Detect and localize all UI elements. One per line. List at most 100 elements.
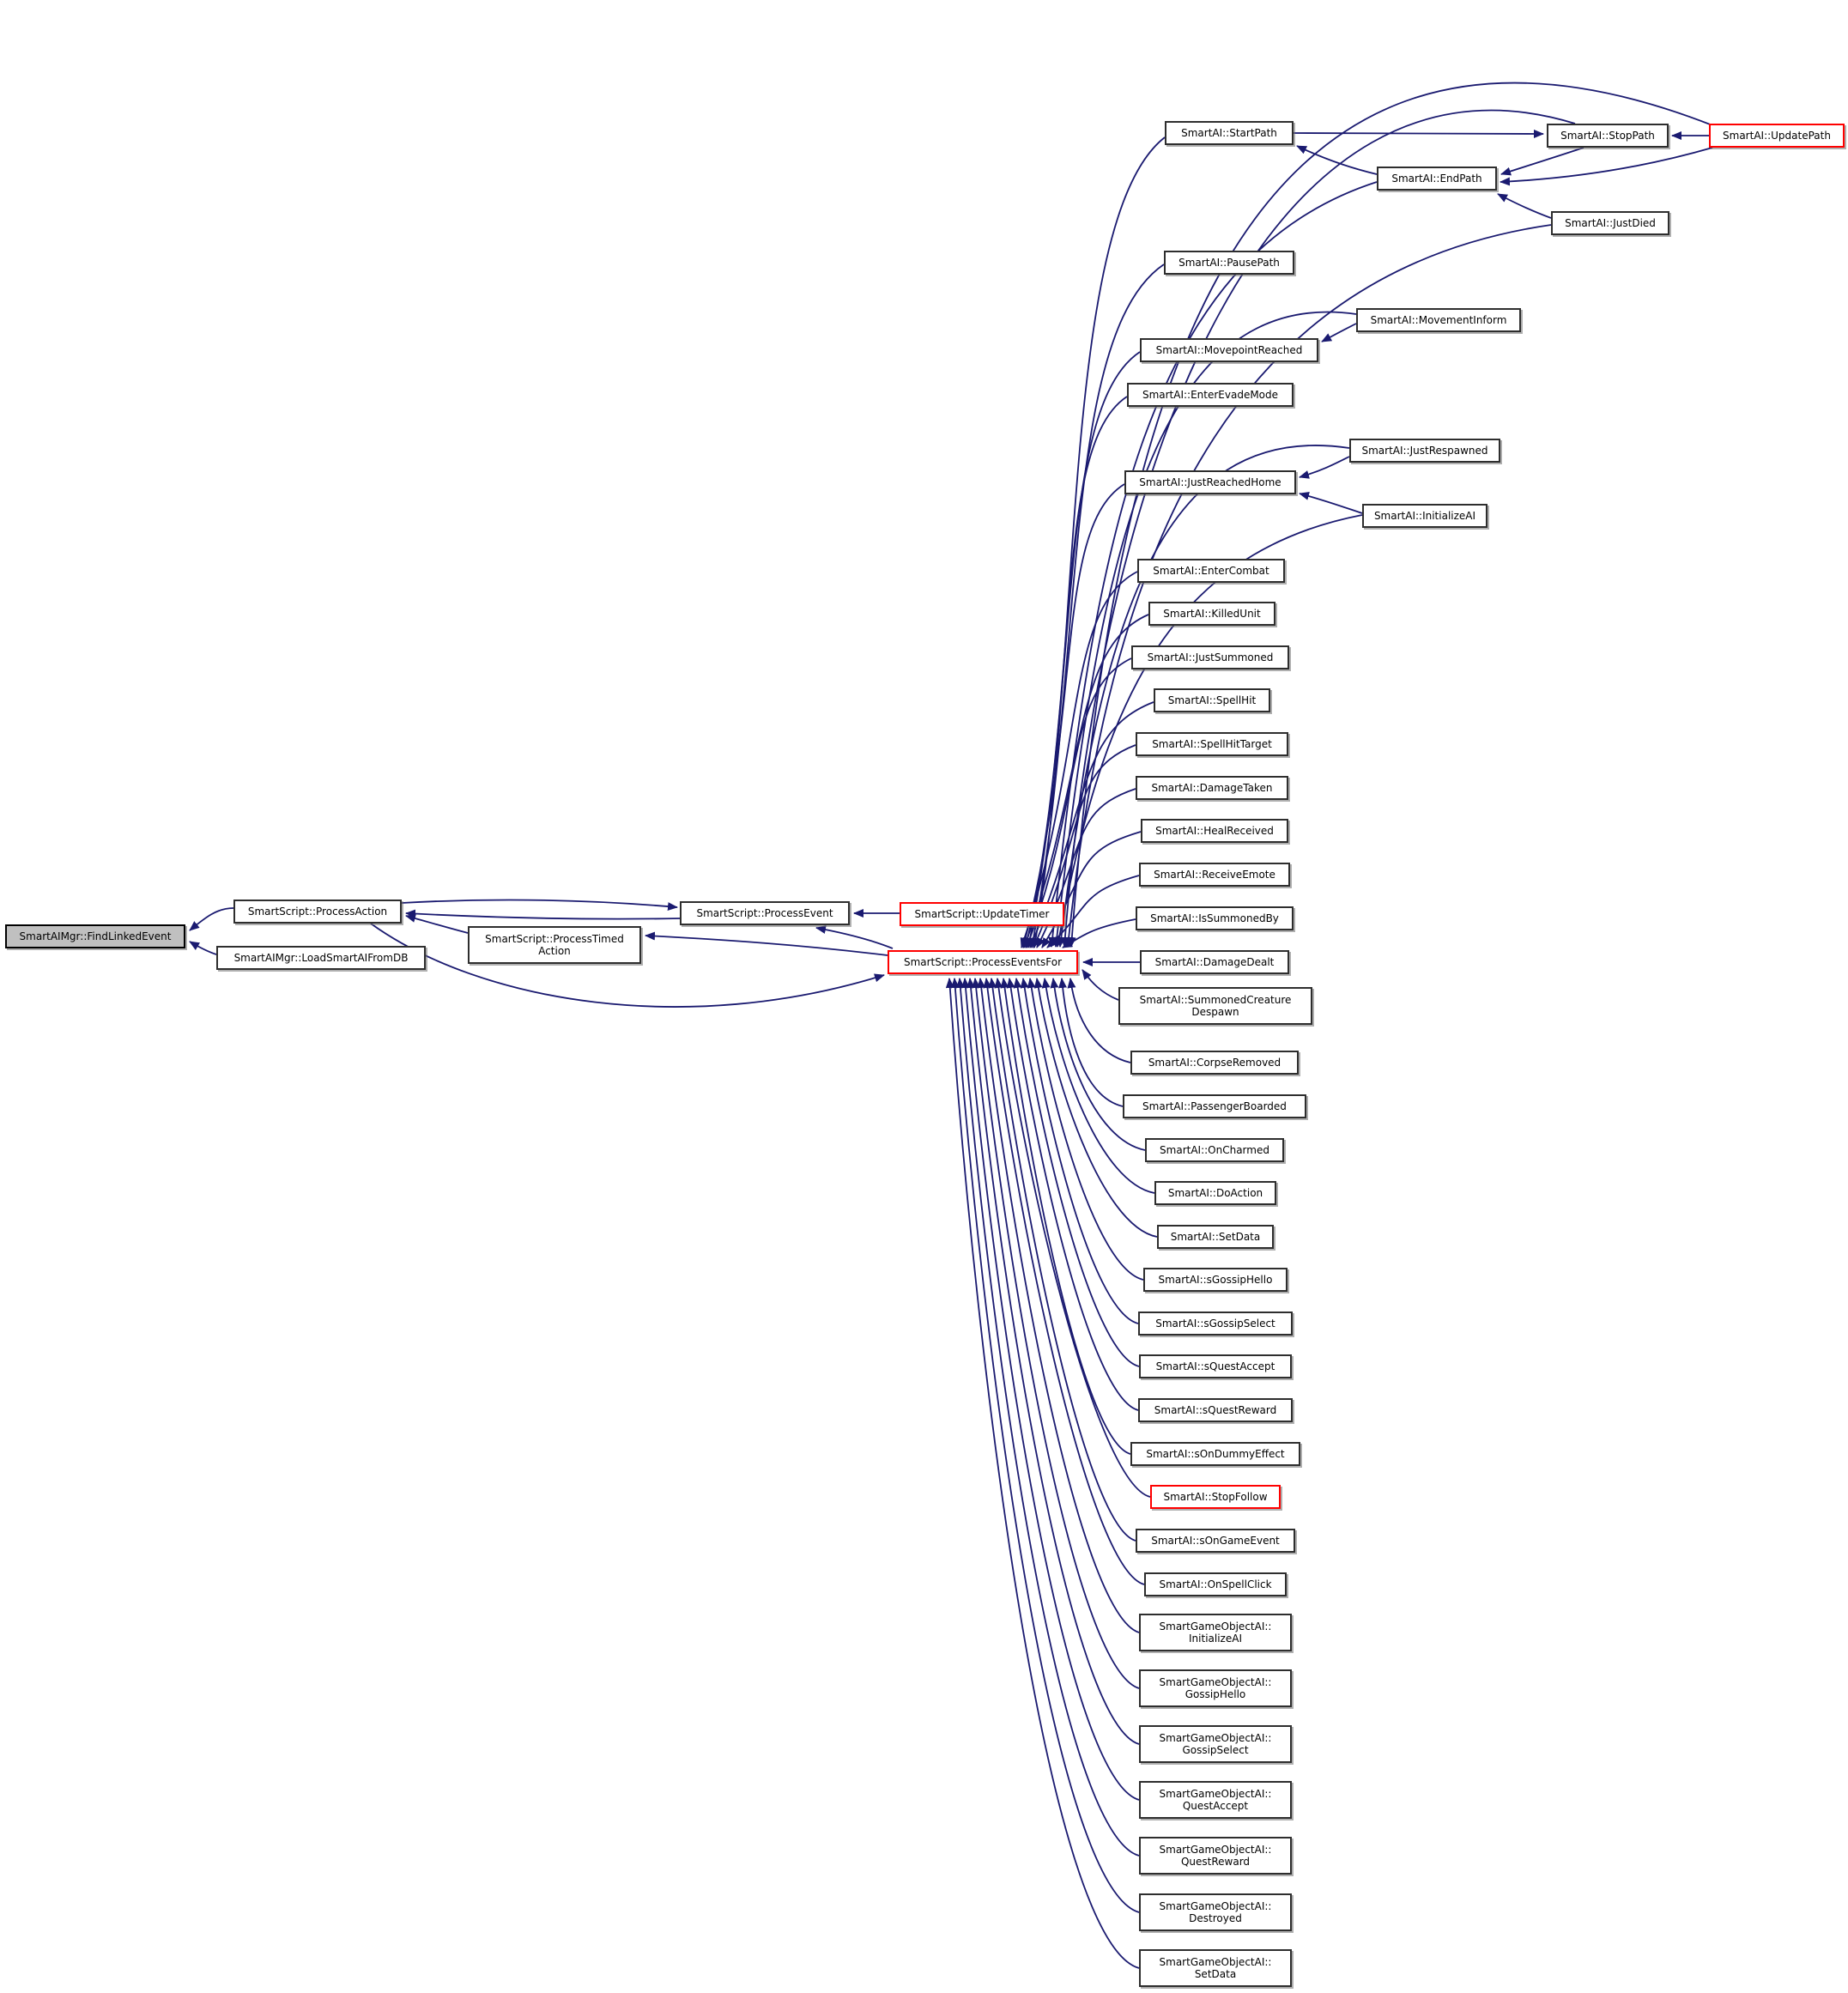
node-movementInform[interactable]: SmartAI::MovementInform [1356, 308, 1521, 332]
node-label: SmartGameObjectAI:: [1159, 1620, 1272, 1633]
node-summonedCreatureDespawn[interactable]: SmartAI::SummonedCreature Despawn [1118, 987, 1312, 1025]
node-label: QuestReward [1180, 1856, 1251, 1868]
node-stopFollow[interactable]: SmartAI::StopFollow [1150, 1485, 1281, 1509]
edge-stopFollow-to-processEventsFor [994, 978, 1151, 1498]
node-goQuestReward[interactable]: SmartGameObjectAI:: QuestReward [1139, 1837, 1292, 1875]
edge-enterCombat-to-processEventsFor [1020, 571, 1138, 948]
edge-updatePath-to-endPath [1500, 147, 1713, 186]
edge-justSummoned-to-processEventsFor [1026, 657, 1132, 948]
node-label: SmartAI::OnCharmed [1160, 1144, 1269, 1156]
node-label: SmartAI::MovepointReached [1155, 344, 1303, 356]
node-sGossipSelect[interactable]: SmartAI::sGossipSelect [1138, 1312, 1293, 1336]
node-damageDealt[interactable]: SmartAI::DamageDealt [1140, 950, 1289, 974]
node-receiveEmote[interactable]: SmartAI::ReceiveEmote [1139, 863, 1290, 887]
node-goGossipHello[interactable]: SmartGameObjectAI:: GossipHello [1139, 1669, 1292, 1707]
node-justSummoned[interactable]: SmartAI::JustSummoned [1131, 645, 1289, 669]
node-label: SmartGameObjectAI:: [1159, 1956, 1272, 1968]
node-label: SmartAI::sGossipSelect [1155, 1318, 1275, 1330]
node-damageTaken[interactable]: SmartAI::DamageTaken [1136, 776, 1288, 800]
node-startPath[interactable]: SmartAI::StartPath [1165, 121, 1294, 145]
node-label: SmartAI::CorpseRemoved [1148, 1057, 1281, 1069]
node-label: SmartAI::JustReachedHome [1139, 476, 1281, 488]
node-label: SmartAI::StopPath [1560, 130, 1655, 142]
node-goDestroyed[interactable]: SmartGameObjectAI:: Destroyed [1139, 1893, 1292, 1931]
node-label: SmartGameObjectAI:: [1159, 1676, 1272, 1688]
node-label: SmartAI::SpellHit [1167, 694, 1257, 706]
node-label: SetData [1194, 1968, 1237, 1980]
node-sGossipHello[interactable]: SmartAI::sGossipHello [1143, 1268, 1288, 1292]
edge-processAction-to-findLinkedEvent [189, 907, 234, 931]
node-findLinkedEvent[interactable]: SmartAIMgr::FindLinkedEvent [5, 924, 185, 948]
node-processEventsFor[interactable]: SmartScript::ProcessEventsFor [888, 950, 1078, 974]
node-label: SmartScript::UpdateTimer [914, 908, 1050, 920]
node-movepointReached[interactable]: SmartAI::MovepointReached [1140, 338, 1318, 362]
node-label: SmartAIMgr::LoadSmartAIFromDB [233, 952, 409, 964]
node-initializeAI[interactable]: SmartAI::InitializeAI [1362, 504, 1487, 528]
edge-sGossipHello-to-processEventsFor [1027, 978, 1144, 1281]
node-processAction[interactable]: SmartScript::ProcessAction [233, 900, 402, 924]
node-enterCombat[interactable]: SmartAI::EnterCombat [1137, 559, 1285, 583]
node-processEvent[interactable]: SmartScript::ProcessEvent [680, 901, 850, 925]
node-label: SmartScript::ProcessEventsFor [903, 956, 1063, 968]
edge-movepointReached-to-processEventsFor [1026, 351, 1141, 948]
node-isSummonedBy[interactable]: SmartAI::IsSummonedBy [1136, 906, 1294, 930]
node-goInitializeAI[interactable]: SmartGameObjectAI:: InitializeAI [1139, 1614, 1292, 1651]
node-corpseRemoved[interactable]: SmartAI::CorpseRemoved [1130, 1051, 1299, 1075]
edge-goInitializeAI-to-processEventsFor [977, 978, 1140, 1633]
node-label: SmartAI::HealReceived [1155, 825, 1274, 837]
node-label: SmartAI::MovementInform [1370, 314, 1507, 326]
node-stopPath[interactable]: SmartAI::StopPath [1547, 124, 1669, 148]
node-healReceived[interactable]: SmartAI::HealReceived [1141, 819, 1288, 843]
edge-justDied-to-endPath [1497, 193, 1552, 219]
edge-endPath-to-startPath [1296, 145, 1378, 175]
node-updateTimer[interactable]: SmartScript::UpdateTimer [900, 902, 1064, 926]
edge-sQuestAccept-to-processEventsFor [1013, 978, 1140, 1367]
node-endPath[interactable]: SmartAI::EndPath [1377, 167, 1497, 191]
node-label: SmartGameObjectAI:: [1159, 1732, 1272, 1744]
node-label: SmartScript::ProcessAction [247, 906, 388, 918]
node-onSpellClick[interactable]: SmartAI::OnSpellClick [1144, 1572, 1287, 1596]
node-label: SmartAI::InitializeAI [1373, 510, 1476, 522]
node-label: GossipHello [1185, 1688, 1246, 1700]
node-label: SmartAI::sGossipHello [1158, 1274, 1273, 1286]
node-label: SmartAI::DamageTaken [1151, 782, 1273, 794]
node-goGossipSelect[interactable]: SmartGameObjectAI:: GossipSelect [1139, 1725, 1292, 1763]
edge-loadSmartAIFromDB-to-findLinkedEvent [189, 941, 217, 955]
node-goQuestAccept[interactable]: SmartGameObjectAI:: QuestAccept [1139, 1781, 1292, 1819]
node-spellHit[interactable]: SmartAI::SpellHit [1154, 688, 1270, 712]
node-processTimedAction[interactable]: SmartScript::ProcessTimed Action [468, 926, 641, 964]
node-passengerBoarded[interactable]: SmartAI::PassengerBoarded [1123, 1094, 1306, 1118]
node-sOnDummyEffect[interactable]: SmartAI::sOnDummyEffect [1130, 1442, 1300, 1466]
node-enterEvadeMode[interactable]: SmartAI::EnterEvadeMode [1127, 383, 1294, 407]
edge-justReachedHome-to-processEventsFor [1021, 483, 1125, 948]
node-spellHitTarget[interactable]: SmartAI::SpellHitTarget [1136, 732, 1288, 756]
node-killedUnit[interactable]: SmartAI::KilledUnit [1148, 602, 1275, 626]
node-label: SmartScript::ProcessEvent [696, 907, 833, 919]
node-pausePath[interactable]: SmartAI::PausePath [1164, 251, 1294, 275]
node-justDied[interactable]: SmartAI::JustDied [1551, 211, 1669, 235]
edge-spellHit-to-processEventsFor [1029, 701, 1154, 948]
node-sOnGameEvent[interactable]: SmartAI::sOnGameEvent [1136, 1529, 1295, 1553]
edge-goGossipSelect-to-processEventsFor [966, 978, 1140, 1745]
node-onCharmed[interactable]: SmartAI::OnCharmed [1145, 1138, 1284, 1162]
node-justReachedHome[interactable]: SmartAI::JustReachedHome [1124, 470, 1296, 494]
node-label: SmartAI::SummonedCreature [1139, 994, 1292, 1006]
node-updatePath[interactable]: SmartAI::UpdatePath [1709, 124, 1845, 148]
edge-onCharmed-to-processEventsFor [1050, 978, 1146, 1151]
edge-stopPath-to-endPath [1500, 147, 1584, 176]
node-justRespawned[interactable]: SmartAI::JustRespawned [1349, 439, 1500, 463]
edge-sGossipSelect-to-processEventsFor [1020, 978, 1139, 1324]
node-doAction[interactable]: SmartAI::DoAction [1154, 1181, 1276, 1205]
node-sQuestAccept[interactable]: SmartAI::sQuestAccept [1139, 1354, 1292, 1378]
node-loadSmartAIFromDB[interactable]: SmartAIMgr::LoadSmartAIFromDB [216, 946, 426, 970]
node-label: SmartAI::SetData [1170, 1231, 1261, 1243]
node-label: SmartAI::EnterEvadeMode [1142, 389, 1279, 401]
node-sQuestReward[interactable]: SmartAI::sQuestReward [1138, 1398, 1293, 1422]
edge-startPath-to-stopPath [1293, 129, 1544, 138]
node-setData[interactable]: SmartAI::SetData [1157, 1225, 1274, 1249]
edge-summonedCreatureDespawn-to-processEventsFor [1082, 969, 1119, 1001]
node-goSetData[interactable]: SmartGameObjectAI:: SetData [1139, 1949, 1292, 1987]
node-label: SmartAI::UpdatePath [1723, 130, 1831, 142]
edge-processAction-to-processEvent [401, 899, 678, 912]
node-label: SmartAI::OnSpellClick [1159, 1578, 1272, 1590]
